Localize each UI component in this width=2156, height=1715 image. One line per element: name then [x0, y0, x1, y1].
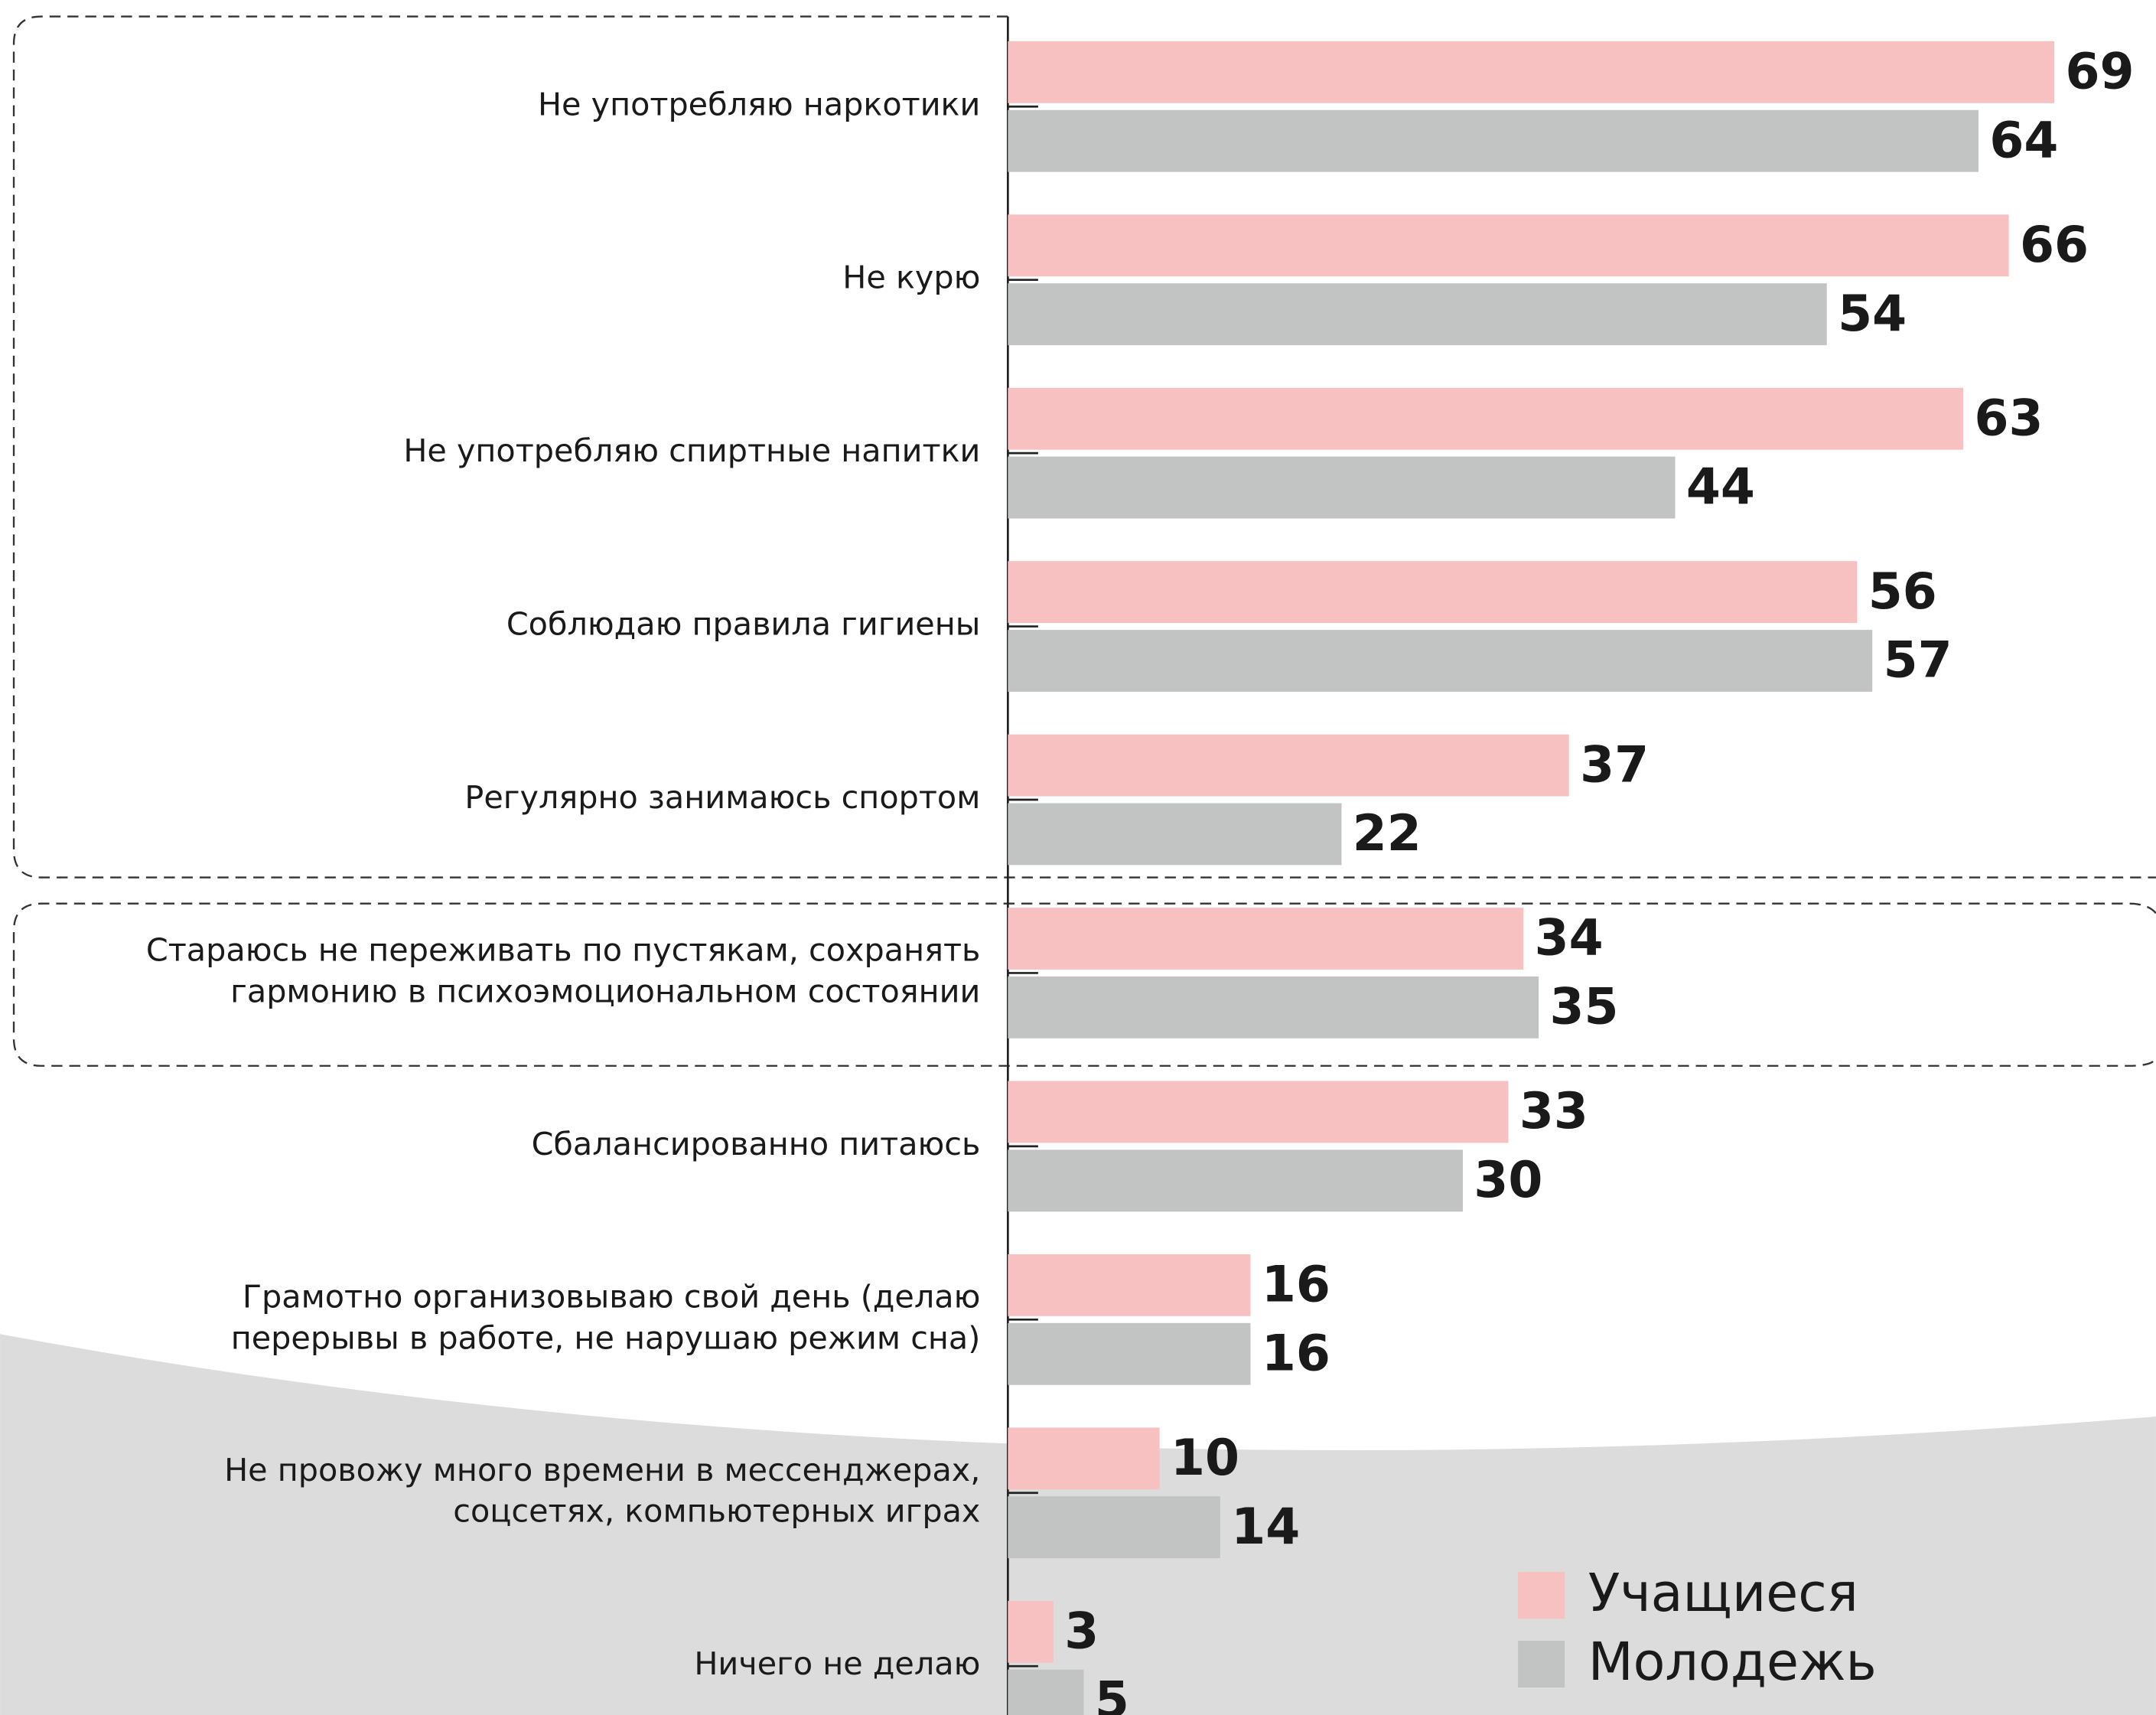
- value-label: 33: [1519, 1083, 1588, 1140]
- bar: [1008, 1254, 1251, 1316]
- legend-label: Учащиеся: [1588, 1563, 1858, 1624]
- category-label: Не употребляю наркотики: [538, 86, 980, 122]
- category-label: Ничего не делаю: [694, 1645, 980, 1682]
- value-label: 5: [1095, 1671, 1129, 1715]
- bar: [1008, 561, 1858, 624]
- category-label: перерывы в работе, не нарушаю режим сна): [231, 1319, 981, 1356]
- category-label: Регулярно занимаюсь спортом: [464, 779, 980, 816]
- category-label: соцсетях, компьютерных играх: [453, 1493, 980, 1530]
- legend-swatch: [1518, 1572, 1565, 1619]
- bar: [1008, 908, 1524, 970]
- value-label: 44: [1686, 458, 1755, 516]
- legend-label: Молодежь: [1588, 1632, 1877, 1693]
- category-label: Не употребляю спиртные напитки: [403, 432, 980, 469]
- value-label: 16: [1262, 1257, 1330, 1314]
- value-label: 16: [1262, 1325, 1330, 1382]
- value-label: 56: [1868, 563, 1937, 621]
- category-label: Не провожу много времени в мессенджерах,: [224, 1452, 980, 1488]
- bar: [1008, 109, 1979, 172]
- bar: [1008, 1669, 1084, 1715]
- bar: [1008, 456, 1676, 519]
- value-label: 3: [1064, 1603, 1099, 1660]
- value-label: 66: [2020, 217, 2089, 274]
- bar: [1008, 1427, 1160, 1490]
- category-label: Грамотно организовываю свой день (делаю: [243, 1278, 981, 1315]
- category-label: Не курю: [842, 259, 980, 296]
- value-label: 37: [1580, 736, 1649, 794]
- bar: [1008, 976, 1539, 1038]
- bar: [1008, 41, 2055, 103]
- bar: [1008, 1496, 1220, 1559]
- value-label: 69: [2065, 44, 2134, 101]
- value-label: 30: [1474, 1152, 1542, 1209]
- value-label: 34: [1535, 910, 1604, 967]
- value-label: 64: [1989, 112, 2058, 169]
- value-label: 63: [1975, 390, 2044, 447]
- category-label: Соблюдаю правила гигиены: [506, 606, 981, 643]
- bar: [1008, 1149, 1464, 1212]
- category-label: Стараюсь не переживать по пустякам, сохр…: [146, 932, 981, 969]
- value-label: 57: [1884, 632, 1952, 690]
- bar: [1008, 1600, 1054, 1663]
- group-box: [12, 902, 2156, 1067]
- value-label: 22: [1353, 805, 1422, 862]
- bar: [1008, 283, 1827, 346]
- bar: [1008, 630, 1873, 692]
- group-box: [12, 15, 2156, 879]
- value-label: 54: [1838, 285, 1907, 343]
- bar: [1008, 803, 1342, 866]
- bar: [1008, 1322, 1251, 1385]
- value-label: 14: [1231, 1498, 1300, 1556]
- bar: [1008, 214, 2009, 277]
- value-label: 10: [1171, 1430, 1239, 1487]
- bar: [1008, 1081, 1509, 1143]
- bar: [1008, 734, 1569, 797]
- value-label: 35: [1550, 979, 1619, 1036]
- legend-swatch: [1518, 1640, 1565, 1688]
- category-label: Сбалансированно питаюсь: [532, 1126, 981, 1162]
- bar: [1008, 387, 1964, 450]
- category-label: гармонию в психоэмоциональном состоянии: [230, 973, 980, 1009]
